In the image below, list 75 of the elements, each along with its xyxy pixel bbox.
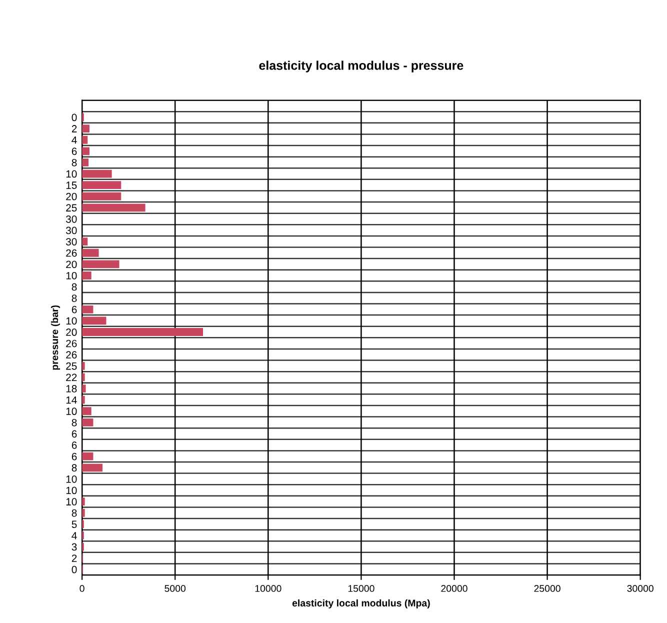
y-tick-label: 30	[66, 226, 77, 234]
y-tick-label: 6	[72, 442, 77, 449]
bar	[82, 464, 103, 472]
y-tick-label: 20	[66, 328, 77, 336]
y-tick-label: 8	[72, 418, 77, 426]
bar	[82, 248, 99, 257]
y-tick-label: 20	[66, 192, 77, 200]
x-tick-label: 0	[80, 585, 84, 592]
chart-title: elasticity local modulus - pressure	[259, 60, 464, 72]
bar	[82, 272, 92, 280]
y-tick-label: 18	[66, 385, 77, 392]
y-tick-label: 10	[66, 408, 77, 416]
y-tick-label: 6	[72, 452, 77, 460]
y-tick-label: 25	[66, 362, 77, 370]
x-tick-label: 20000	[441, 585, 468, 592]
bar	[82, 384, 86, 392]
bar	[82, 452, 94, 460]
y-tick-label: 10	[66, 486, 77, 494]
y-tick-label: 6	[72, 306, 77, 314]
bar	[82, 260, 120, 268]
y-tick-label: 6	[72, 148, 77, 156]
y-tick-label: 25	[66, 204, 77, 212]
y-tick-label: 30	[66, 215, 77, 223]
bar	[82, 362, 85, 370]
y-axis-title: pressure (bar)	[50, 305, 60, 370]
y-tick-label: 0	[72, 114, 77, 122]
y-tick-label: 22	[66, 374, 77, 381]
x-axis-title: elasticity local modulus (Mpa)	[292, 599, 430, 608]
y-tick-label: 3	[72, 543, 77, 551]
x-tick-label: 25000	[534, 585, 560, 592]
x-tick-label: 15000	[348, 585, 374, 592]
y-tick-label: 8	[72, 509, 77, 517]
x-tick-label: 10000	[255, 585, 282, 592]
y-tick-label: 26	[66, 351, 77, 358]
bar	[82, 170, 112, 178]
y-tick-label: 15	[66, 182, 77, 189]
bar	[82, 316, 106, 325]
y-tick-label: 10	[66, 170, 77, 178]
y-tick-label: 8	[72, 158, 77, 166]
bar	[82, 407, 92, 416]
y-tick-label: 10	[66, 317, 77, 325]
bar	[82, 418, 94, 426]
y-tick-label: 10	[66, 498, 77, 506]
y-tick-label: 0	[72, 566, 77, 574]
bar	[82, 147, 90, 156]
bar	[82, 305, 94, 314]
y-tick-label: 8	[72, 464, 77, 472]
bar	[82, 158, 89, 166]
y-tick-label: 4	[72, 532, 77, 540]
y-tick-label: 26	[66, 340, 77, 348]
y-tick-label: 5	[72, 520, 77, 528]
y-tick-label: 26	[66, 249, 77, 257]
y-tick-label: 10	[66, 475, 77, 483]
bar	[82, 498, 85, 506]
y-tick-label: 6	[72, 430, 77, 438]
y-tick-label: 4	[72, 136, 77, 144]
bar	[82, 396, 85, 404]
y-tick-label: 8	[72, 294, 77, 302]
bar	[82, 204, 146, 212]
y-tick-label: 10	[66, 272, 77, 280]
bar	[82, 508, 85, 517]
bar	[82, 192, 122, 200]
y-tick-label: 30	[66, 238, 77, 246]
bar	[82, 238, 88, 246]
y-tick-label: 2	[72, 554, 77, 562]
y-tick-label: 20	[66, 260, 77, 268]
y-tick-label: 2	[72, 125, 77, 132]
y-tick-label: 8	[72, 283, 77, 291]
bar	[82, 181, 122, 190]
y-tick-label: 14	[66, 396, 77, 404]
bar	[82, 328, 203, 336]
x-tick-label: 30000	[627, 585, 654, 592]
x-tick-label: 5000	[164, 585, 186, 592]
bar	[82, 124, 90, 133]
bar	[82, 136, 88, 144]
